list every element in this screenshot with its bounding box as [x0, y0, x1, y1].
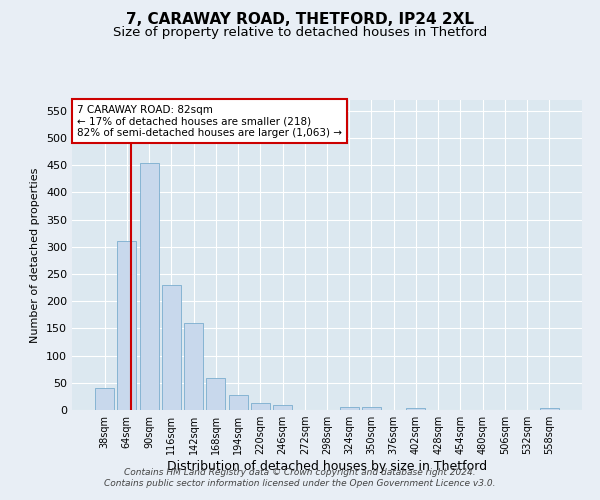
Bar — [229, 396, 248, 410]
Bar — [540, 408, 559, 410]
Bar — [340, 408, 359, 410]
Bar — [362, 408, 381, 410]
Text: Size of property relative to detached houses in Thetford: Size of property relative to detached ho… — [113, 26, 487, 39]
Bar — [95, 388, 114, 410]
Text: 7, CARAWAY ROAD, THETFORD, IP24 2XL: 7, CARAWAY ROAD, THETFORD, IP24 2XL — [126, 12, 474, 28]
Bar — [162, 285, 181, 410]
Bar — [206, 378, 225, 410]
Bar — [251, 404, 270, 410]
Y-axis label: Number of detached properties: Number of detached properties — [31, 168, 40, 342]
Text: Contains HM Land Registry data © Crown copyright and database right 2024.
Contai: Contains HM Land Registry data © Crown c… — [104, 468, 496, 487]
Bar — [184, 323, 203, 410]
Bar — [118, 242, 136, 410]
Bar — [140, 162, 158, 410]
Bar — [406, 408, 425, 410]
Text: 7 CARAWAY ROAD: 82sqm
← 17% of detached houses are smaller (218)
82% of semi-det: 7 CARAWAY ROAD: 82sqm ← 17% of detached … — [77, 104, 342, 138]
X-axis label: Distribution of detached houses by size in Thetford: Distribution of detached houses by size … — [167, 460, 487, 473]
Bar — [273, 404, 292, 410]
